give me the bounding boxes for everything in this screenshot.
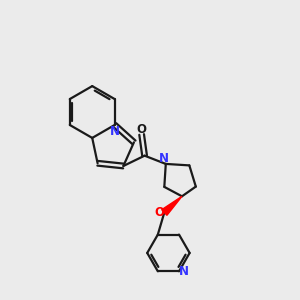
Text: N: N — [179, 265, 189, 278]
Text: O: O — [136, 123, 147, 136]
Text: O: O — [154, 206, 164, 219]
Text: N: N — [159, 152, 169, 165]
Text: N: N — [110, 125, 120, 138]
Polygon shape — [162, 196, 182, 215]
